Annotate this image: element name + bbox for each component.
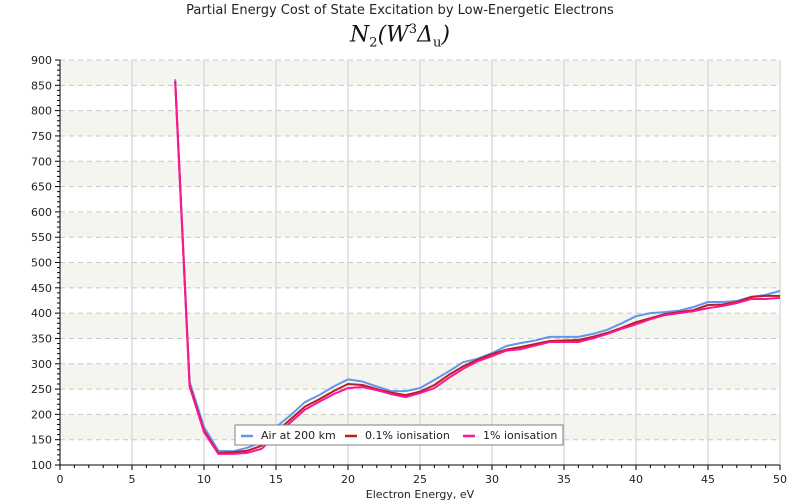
subtitle-term: Δ xyxy=(417,22,433,48)
y-tick-label: 400 xyxy=(31,307,52,320)
y-tick-label: 300 xyxy=(31,358,52,371)
x-tick-label: 5 xyxy=(129,473,136,486)
subtitle-base: N xyxy=(350,22,370,48)
subtitle-sup: 3 xyxy=(408,22,418,37)
subtitle-sub1: 2 xyxy=(369,35,378,51)
y-tick-label: 100 xyxy=(31,459,52,472)
x-tick-label: 30 xyxy=(485,473,499,486)
legend-label: 1% ionisation xyxy=(483,429,557,442)
y-tick-label: 200 xyxy=(31,408,52,421)
y-tick-label: 650 xyxy=(31,181,52,194)
x-axis-title: Electron Energy, eV xyxy=(366,488,475,500)
x-tick-label: 40 xyxy=(629,473,643,486)
y-tick-label: 600 xyxy=(31,206,52,219)
y-tick-label: 850 xyxy=(31,79,52,92)
y-tick-label: 750 xyxy=(31,130,52,143)
legend-box xyxy=(234,424,564,446)
y-tick-label: 350 xyxy=(31,332,52,345)
subtitle-open: ( xyxy=(377,22,387,48)
x-tick-label: 25 xyxy=(413,473,427,486)
chart-title: Partial Energy Cost of State Excitation … xyxy=(186,3,614,18)
horizontal-gridlines xyxy=(60,59,780,441)
x-tick-label: 10 xyxy=(197,473,211,486)
x-tick-label: 50 xyxy=(773,473,787,486)
y-tick-label: 700 xyxy=(31,155,52,168)
y-tick-label: 150 xyxy=(31,434,52,447)
legend-label: 0.1% ionisation xyxy=(365,429,450,442)
x-tick-label: 45 xyxy=(701,473,715,486)
y-tick-label: 250 xyxy=(31,383,52,396)
y-tick-label: 500 xyxy=(31,257,52,270)
y-tick-label: 450 xyxy=(31,282,52,295)
chart-subtitle: N2(W3Δu) xyxy=(0,22,800,51)
subtitle-close: ) xyxy=(441,22,450,48)
y-tick-label: 900 xyxy=(31,54,52,67)
y-tick-label: 800 xyxy=(31,105,52,118)
subtitle-sub2: u xyxy=(432,35,442,51)
legend: Air at 200 km 0.1% ionisation 1% ionisatio… xyxy=(234,424,564,446)
x-tick-label: 35 xyxy=(557,473,571,486)
legend-label: Air at 200 km xyxy=(261,429,336,442)
axes: 1001502002503003504004505005506006507007… xyxy=(31,54,787,486)
x-tick-label: 15 xyxy=(269,473,283,486)
subtitle-state: W xyxy=(386,22,409,48)
x-tick-label: 0 xyxy=(57,473,64,486)
y-tick-label: 550 xyxy=(31,231,52,244)
x-tick-label: 20 xyxy=(341,473,355,486)
